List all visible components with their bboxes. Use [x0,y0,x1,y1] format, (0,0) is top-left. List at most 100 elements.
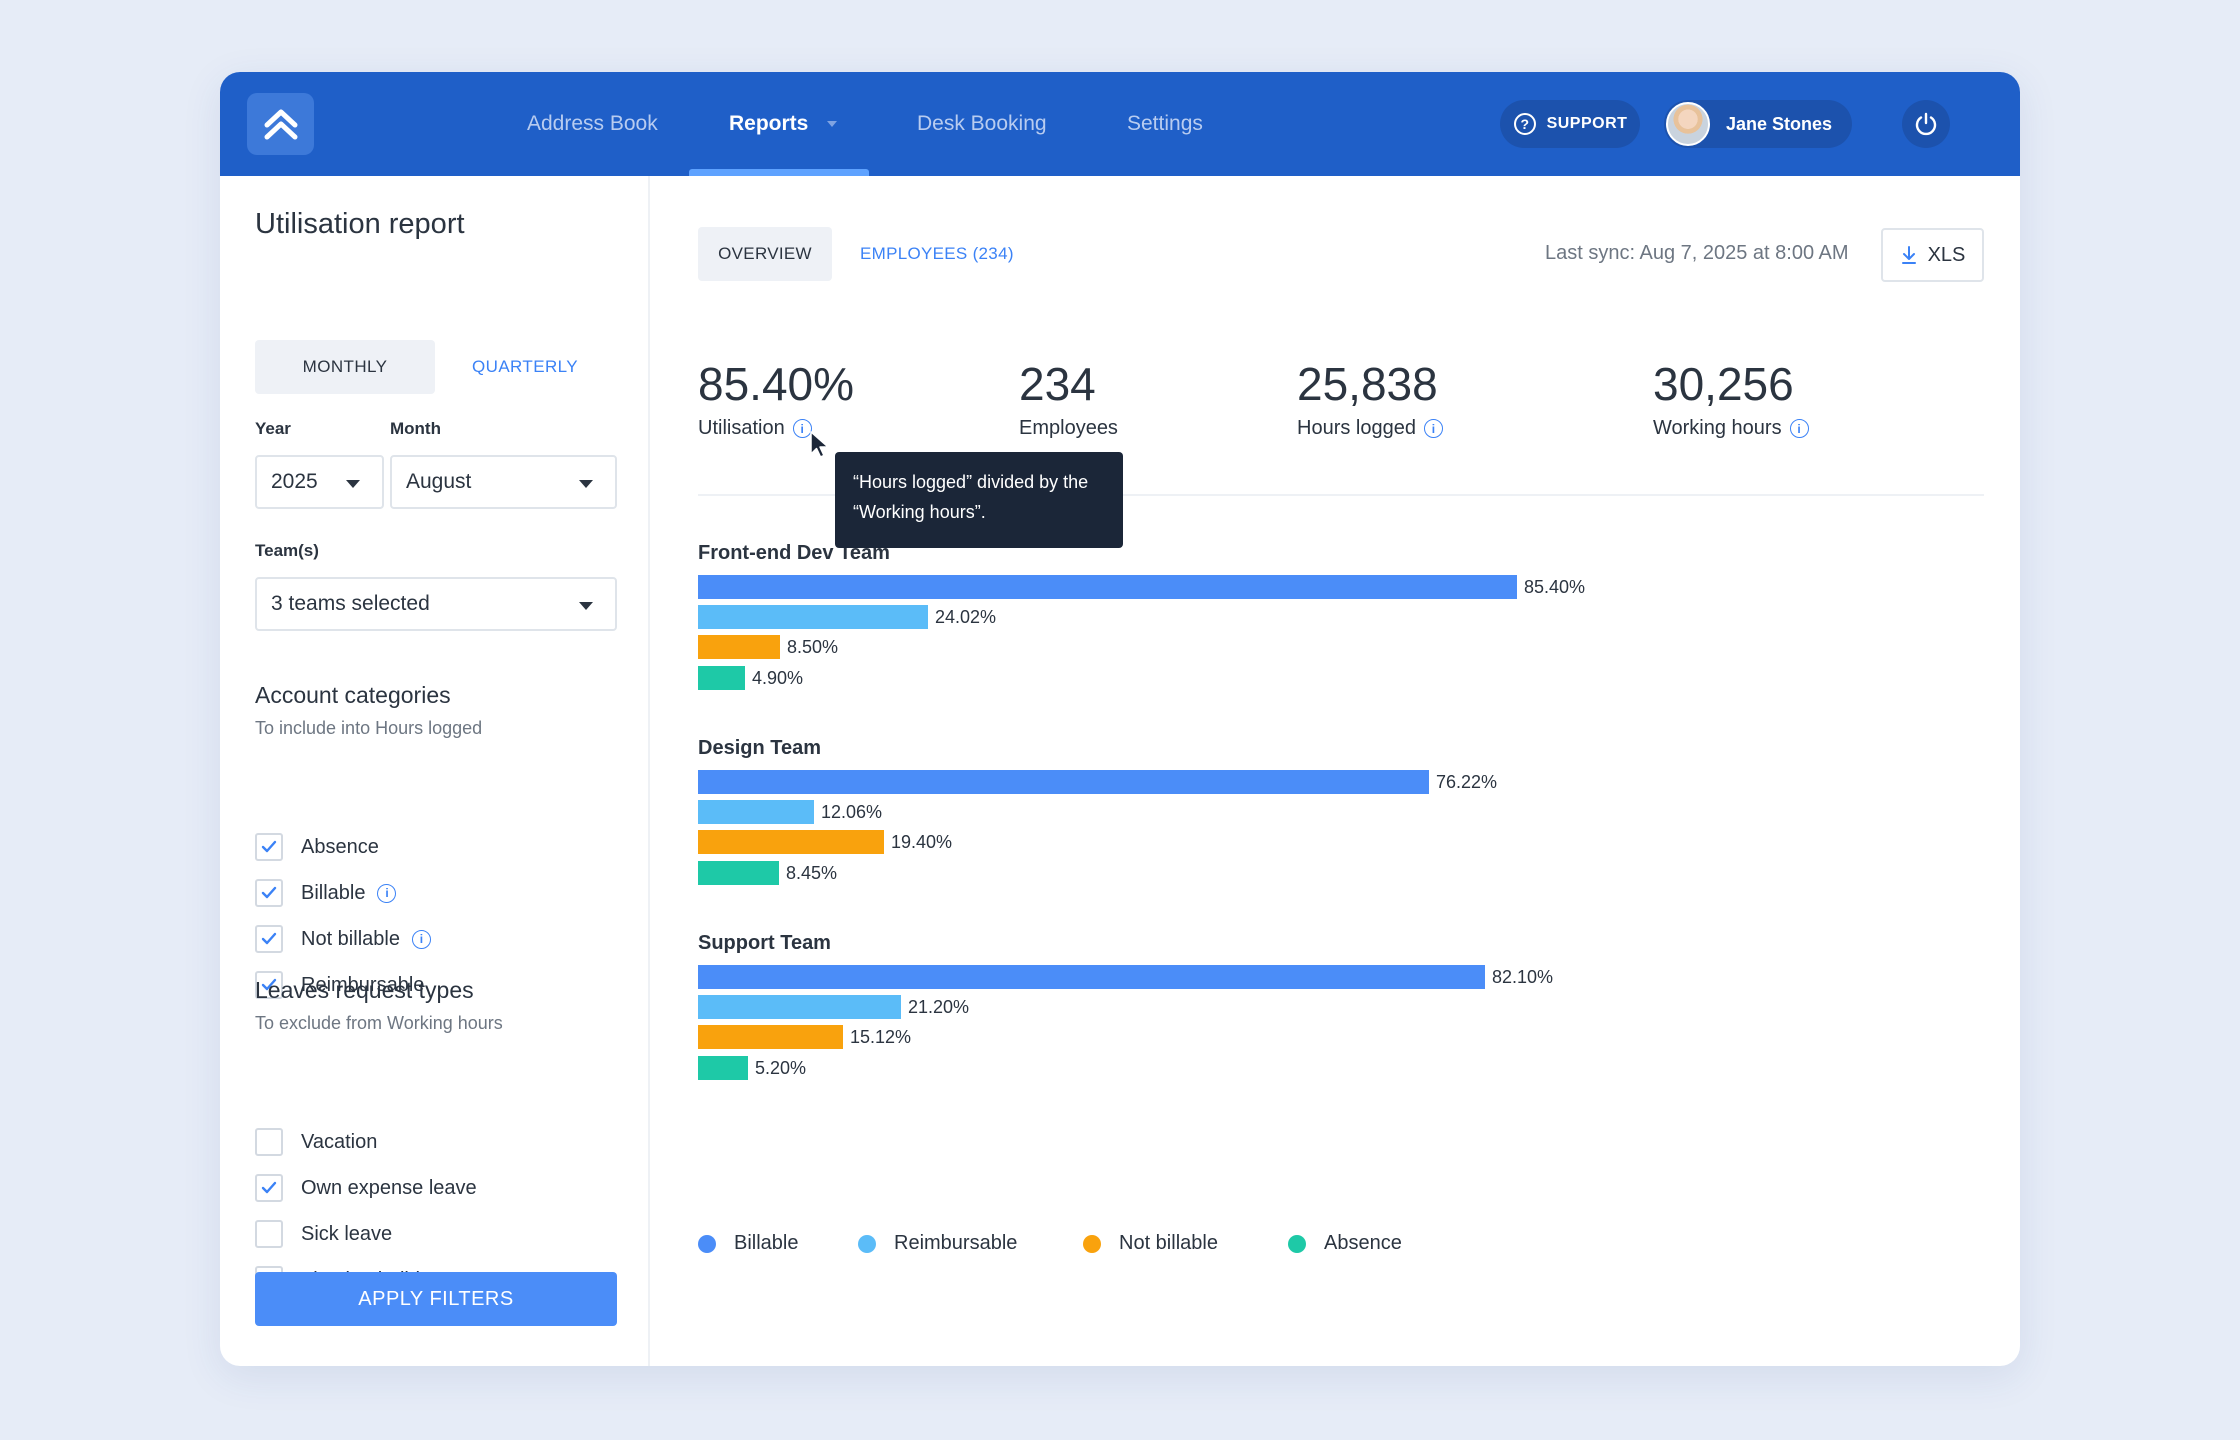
info-icon[interactable]: i [1789,419,1809,438]
logout-button[interactable] [1902,100,1950,148]
legend-dot [858,1234,876,1253]
leave-types-subtitle: To exclude from Working hours [255,1013,503,1033]
bar-reimbursable [698,605,928,629]
data-label: 76.22% [1436,772,1498,792]
active-tab-indicator [689,169,869,176]
nav-reports-label: Reports [729,112,809,135]
legend-dot [698,1234,716,1253]
data-label: 5.20% [755,1058,807,1078]
nav-desk-booking[interactable]: Desk Booking [917,112,1047,135]
legend-item: Billable [698,1232,798,1255]
utilisation-bar-chart: Front-end Dev Team 85.40% 24.02% 8.50% 4.90%… [698,542,1798,1182]
info-icon[interactable]: i [1423,419,1443,438]
checkbox-row[interactable]: Vacation [255,1128,377,1156]
support-label: SUPPORT [1546,115,1628,132]
chevron-up-logo-icon [264,109,297,140]
export-xls-button[interactable]: XLS [1881,228,1984,282]
nav-reports[interactable]: Reports [729,72,838,176]
data-label: 85.40% [1524,577,1586,597]
nav-address-book[interactable]: Address Book [527,112,658,135]
checkbox-label: Own expense leave [301,1176,477,1199]
account-categories-title: Account categories [255,682,451,708]
info-icon[interactable]: i [411,929,431,949]
year-select[interactable]: 2025 [255,455,384,509]
help-circle-icon: ? [1513,113,1536,135]
bar-billable [698,770,1429,794]
legend-dot [1288,1234,1306,1253]
stat-label-text: Employees [1019,417,1118,439]
bar-not-billable [698,635,780,659]
report-card: Address Book Reports Desk Booking Settin… [220,72,2020,1366]
last-sync-text: Last sync: Aug 7, 2025 at 8:00 AM [1545,242,1849,264]
top-navigation-bar: Address Book Reports Desk Booking Settin… [220,72,2020,176]
checkbox-label: Reimbursable [301,973,425,996]
caret-down-icon [579,480,593,488]
checkbox-row[interactable]: Absence [255,833,379,861]
data-label: 12.06% [821,802,883,822]
svg-text:?: ? [1520,116,1529,132]
checkbox-label: Not billable [301,927,400,950]
bar-billable [698,965,1485,989]
data-label: 4.90% [752,668,804,688]
stat-label: Working hours i [1653,417,1809,440]
bar-absence [698,1056,748,1080]
checkbox-row[interactable]: Reimbursable [255,971,424,999]
data-label: 24.02% [935,607,997,627]
stat-label: Employees [1019,417,1118,440]
month-value: August [406,470,472,493]
nav-settings[interactable]: Settings [1127,112,1203,135]
checkbox[interactable] [255,1128,283,1156]
month-select[interactable]: August [390,455,617,509]
tab-overview[interactable]: OVERVIEW [698,227,832,281]
info-icon[interactable]: i [792,419,812,438]
bar-absence [698,666,745,690]
tab-monthly[interactable]: MONTHLY [255,340,435,394]
user-menu[interactable]: Jane Stones [1664,100,1852,148]
month-label: Month [390,419,441,438]
checkbox-label: Vacation [301,1130,378,1153]
user-name: Jane Stones [1726,113,1833,134]
checkbox[interactable] [255,925,283,953]
download-icon [1901,246,1916,264]
checkbox-row[interactable]: Billable i [255,879,397,907]
utilisation-tooltip: “Hours logged” divided by the “Working h… [835,452,1123,548]
app-logo[interactable] [247,93,314,155]
teams-value: 3 teams selected [271,592,430,615]
legend-label: Not billable [1119,1232,1218,1254]
checkbox[interactable] [255,1220,283,1248]
checkbox-row[interactable]: Sick leave [255,1220,392,1248]
info-icon[interactable]: i [377,883,397,903]
checkmark-icon [261,932,277,945]
legend-label: Billable [734,1232,799,1254]
legend-label: Reimbursable [894,1232,1018,1254]
divider [698,494,1984,496]
stat-value: 234 [1019,358,1096,410]
apply-filters-button[interactable]: APPLY FILTERS [255,1272,617,1326]
bar-absence [698,861,779,885]
legend-dot [1083,1234,1101,1253]
checkbox[interactable] [255,879,283,907]
power-icon [1915,112,1937,136]
team-title: Design Team [698,737,821,759]
bar-not-billable [698,830,884,854]
checkbox-row[interactable]: Not billable i [255,925,431,953]
tab-employees[interactable]: EMPLOYEES (234) [860,244,1014,263]
stat-label-text: Utilisation [698,417,785,439]
stat-label: Hours logged i [1297,417,1443,440]
teams-select[interactable]: 3 teams selected [255,577,617,631]
checkbox-row[interactable]: Own expense leave [255,1174,477,1202]
checkbox-label: Sick leave [301,1222,393,1245]
teams-label: Team(s) [255,541,319,560]
checkbox[interactable] [255,1174,283,1202]
tab-quarterly[interactable]: QUARTERLY [472,357,578,376]
stat-label-text: Working hours [1653,417,1782,439]
checkbox[interactable] [255,833,283,861]
account-categories-subtitle: To include into Hours logged [255,718,483,738]
support-button[interactable]: ? SUPPORT [1500,100,1640,148]
bar-reimbursable [698,800,814,824]
checkmark-icon [261,978,277,991]
stat-label-text: Hours logged [1297,417,1416,439]
legend-label: Absence [1324,1232,1402,1254]
checkbox[interactable] [255,971,283,999]
checkmark-icon [261,840,277,853]
